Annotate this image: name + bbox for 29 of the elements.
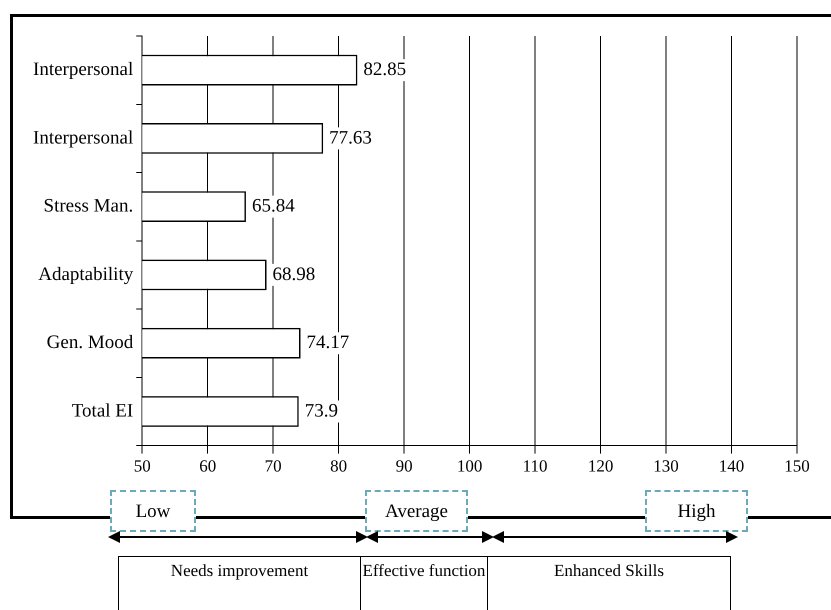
x-tick-label: 130 [653, 456, 679, 476]
x-tick-label: 140 [718, 456, 744, 476]
data-label: 73.9 [304, 400, 338, 422]
y-tick-label: Gen. Mood [46, 332, 134, 354]
data-label: 77.63 [329, 127, 372, 148]
text: Low [110, 490, 196, 532]
data-label: 74.17 [306, 332, 350, 354]
data-label: 65.84 [252, 196, 296, 217]
data-label: 68.98 [272, 264, 316, 285]
y-tick-label: Adaptability [38, 264, 134, 285]
y-tick-label: Total EI [72, 400, 134, 422]
text: Needs improvement [118, 556, 361, 610]
data-label: 82.85 [363, 59, 406, 80]
x-tick-label: 90 [396, 456, 413, 476]
y-tick-label: Interpersonal [33, 127, 134, 148]
x-tick-label: 150 [784, 456, 810, 476]
y-tick-label: Stress Man. [44, 196, 134, 217]
x-tick-label: 80 [330, 456, 348, 476]
x-tick-label: 100 [456, 456, 482, 476]
text: Effective function [360, 556, 488, 610]
x-tick-label: 110 [522, 456, 548, 476]
y-tick-label: Interpersonal [33, 59, 134, 80]
text: Enhanced Skills [487, 556, 731, 610]
text: Average [365, 490, 468, 532]
x-tick-label: 70 [264, 456, 282, 476]
x-tick-label: 60 [199, 456, 216, 476]
x-tick-label: 50 [134, 456, 151, 476]
text: High [645, 490, 748, 532]
x-tick-label: 120 [588, 456, 614, 476]
